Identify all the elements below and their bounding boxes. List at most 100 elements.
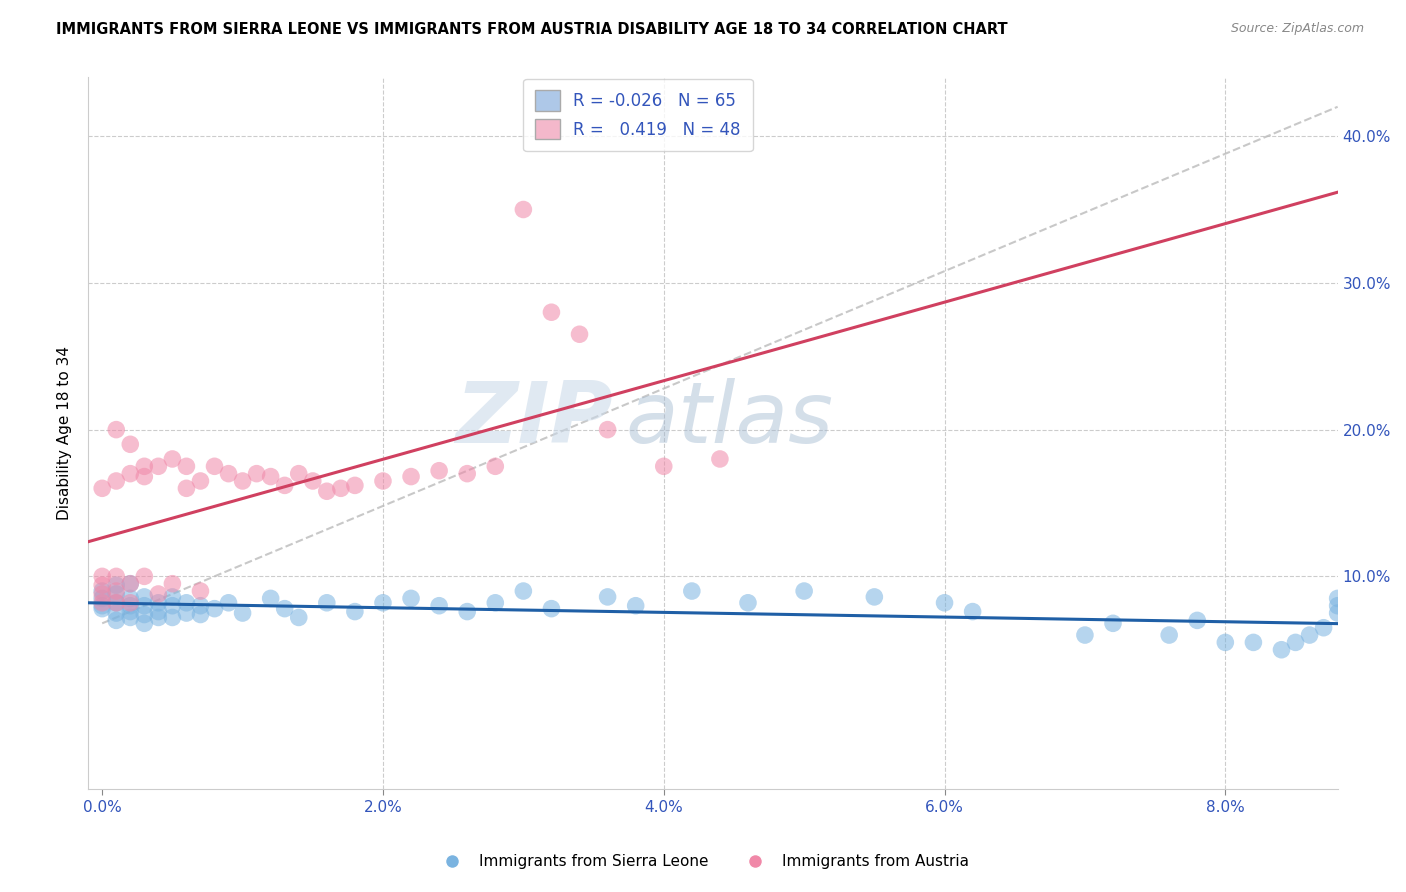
- Point: [120, 576, 142, 591]
- Point: [934, 596, 956, 610]
- Point: [1326, 591, 1348, 606]
- Text: IMMIGRANTS FROM SIERRA LEONE VS IMMIGRANTS FROM AUSTRIA DISABILITY AGE 18 TO 34 : IMMIGRANTS FROM SIERRA LEONE VS IMMIGRAN…: [56, 22, 1008, 37]
- Point: [120, 467, 142, 481]
- Point: [134, 459, 156, 474]
- Point: [218, 467, 240, 481]
- Point: [218, 596, 240, 610]
- Point: [120, 437, 142, 451]
- Point: [329, 481, 352, 495]
- Point: [371, 474, 394, 488]
- Point: [120, 610, 142, 624]
- Point: [91, 584, 114, 599]
- Point: [120, 596, 142, 610]
- Point: [540, 601, 562, 615]
- Point: [91, 481, 114, 495]
- Point: [1270, 642, 1292, 657]
- Point: [176, 481, 198, 495]
- Point: [105, 587, 128, 601]
- Point: [596, 423, 619, 437]
- Point: [190, 607, 212, 622]
- Point: [1241, 635, 1264, 649]
- Point: [162, 452, 184, 467]
- Point: [737, 596, 759, 610]
- Point: [681, 584, 703, 599]
- Point: [134, 469, 156, 483]
- Point: [204, 459, 226, 474]
- Point: [260, 469, 283, 483]
- Point: [134, 599, 156, 613]
- Point: [1312, 621, 1334, 635]
- Point: [148, 610, 170, 624]
- Point: [134, 590, 156, 604]
- Point: [190, 584, 212, 599]
- Legend: Immigrants from Sierra Leone, Immigrants from Austria: Immigrants from Sierra Leone, Immigrants…: [430, 848, 976, 875]
- Point: [91, 587, 114, 601]
- Point: [162, 599, 184, 613]
- Point: [120, 605, 142, 619]
- Point: [105, 614, 128, 628]
- Point: [91, 599, 114, 613]
- Point: [624, 599, 647, 613]
- Point: [148, 596, 170, 610]
- Point: [91, 591, 114, 606]
- Point: [484, 459, 506, 474]
- Point: [512, 584, 534, 599]
- Point: [1074, 628, 1097, 642]
- Point: [91, 601, 114, 615]
- Text: atlas: atlas: [626, 377, 834, 460]
- Point: [105, 569, 128, 583]
- Point: [1326, 599, 1348, 613]
- Point: [301, 474, 323, 488]
- Point: [1213, 635, 1236, 649]
- Point: [105, 474, 128, 488]
- Point: [232, 474, 254, 488]
- Point: [540, 305, 562, 319]
- Point: [709, 452, 731, 467]
- Point: [148, 605, 170, 619]
- Point: [105, 423, 128, 437]
- Point: [343, 478, 366, 492]
- Point: [105, 606, 128, 620]
- Point: [148, 459, 170, 474]
- Point: [134, 616, 156, 631]
- Point: [399, 469, 422, 483]
- Point: [484, 596, 506, 610]
- Point: [120, 591, 142, 606]
- Point: [315, 484, 337, 499]
- Point: [91, 578, 114, 592]
- Point: [273, 478, 295, 492]
- Point: [176, 606, 198, 620]
- Legend: R = -0.026   N = 65, R =   0.419   N = 48: R = -0.026 N = 65, R = 0.419 N = 48: [523, 78, 752, 151]
- Point: [287, 467, 309, 481]
- Point: [273, 601, 295, 615]
- Point: [1284, 635, 1306, 649]
- Point: [162, 590, 184, 604]
- Point: [371, 596, 394, 610]
- Y-axis label: Disability Age 18 to 34: Disability Age 18 to 34: [58, 346, 72, 520]
- Point: [652, 459, 675, 474]
- Point: [91, 596, 114, 610]
- Point: [427, 464, 450, 478]
- Point: [105, 584, 128, 599]
- Point: [427, 599, 450, 613]
- Point: [456, 467, 478, 481]
- Point: [204, 601, 226, 615]
- Point: [456, 605, 478, 619]
- Point: [105, 596, 128, 610]
- Point: [162, 610, 184, 624]
- Point: [190, 474, 212, 488]
- Point: [315, 596, 337, 610]
- Point: [91, 569, 114, 583]
- Point: [176, 596, 198, 610]
- Point: [1159, 628, 1181, 642]
- Point: [399, 591, 422, 606]
- Point: [596, 590, 619, 604]
- Point: [343, 605, 366, 619]
- Point: [120, 599, 142, 613]
- Point: [1187, 614, 1209, 628]
- Text: ZIP: ZIP: [456, 377, 613, 460]
- Point: [190, 599, 212, 613]
- Point: [863, 590, 886, 604]
- Point: [1102, 616, 1125, 631]
- Point: [568, 327, 591, 342]
